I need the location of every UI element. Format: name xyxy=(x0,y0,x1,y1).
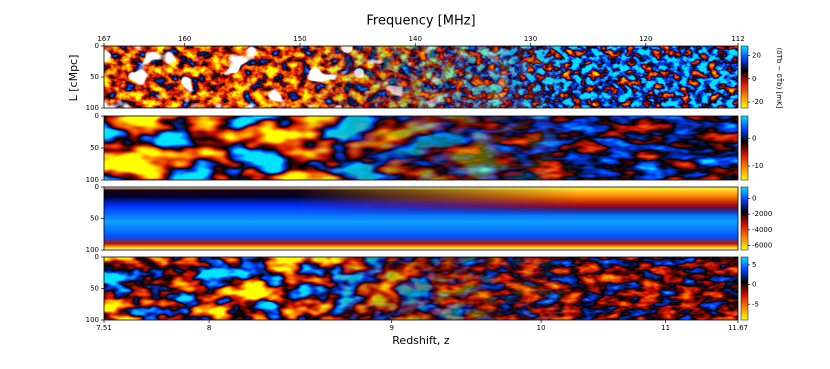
colorbar-tick-label: 0 xyxy=(752,75,756,83)
colorbar xyxy=(740,186,749,251)
y-tick-label: 0 xyxy=(95,42,99,50)
y-tick-label: 100 xyxy=(86,104,99,112)
colorbar xyxy=(740,256,749,321)
heatmap-texture xyxy=(104,116,738,180)
colorbar-tick-label: 20 xyxy=(752,51,761,59)
y-tick-label: 50 xyxy=(90,73,99,81)
x-tick-label: 10 xyxy=(537,324,546,332)
x-axis-label: Redshift, z xyxy=(392,334,450,347)
colorbar xyxy=(740,115,749,181)
x-tick-label: 160 xyxy=(178,35,191,43)
x-tick-label: 120 xyxy=(639,35,652,43)
x-tick-label: 150 xyxy=(293,35,306,43)
y-tick-label: 0 xyxy=(95,253,99,261)
y-tick-label: 100 xyxy=(86,246,99,254)
x-tick-label: 130 xyxy=(524,35,537,43)
heatmap-texture xyxy=(104,257,738,320)
panel xyxy=(104,46,738,108)
x-tick-label: 140 xyxy=(409,35,422,43)
y-tick-label: 0 xyxy=(95,112,99,120)
panel xyxy=(104,116,738,180)
colorbar-tick-label: -5 xyxy=(752,300,759,308)
panel xyxy=(104,187,738,250)
y-tick-label: 50 xyxy=(90,215,99,223)
colorbar xyxy=(740,45,749,109)
panel xyxy=(104,257,738,320)
colorbar-tick-label: 0 xyxy=(752,281,756,289)
colorbar-tick-label: -10 xyxy=(752,162,763,170)
y-tick-label: 100 xyxy=(86,316,99,324)
colorbar-tick-label: -6000 xyxy=(752,241,772,249)
colorbar-tick-label: -4000 xyxy=(752,226,772,234)
colorbar-tick-label: -20 xyxy=(752,98,763,106)
figure-title: Frequency [MHz] xyxy=(366,14,475,29)
y-tick-label: 0 xyxy=(95,183,99,191)
y-axis-label: L [cMpc] xyxy=(67,55,80,102)
x-tick-label: 8 xyxy=(207,324,211,332)
x-tick-label: 112 xyxy=(731,35,744,43)
colorbar-tick-label: 5 xyxy=(752,261,756,269)
y-tick-label: 50 xyxy=(90,144,99,152)
colorbar-label: (δTb − δT̄b) [mK] xyxy=(775,48,784,109)
colorbar-tick-label: -2000 xyxy=(752,210,772,218)
x-tick-label: 11 xyxy=(661,324,670,332)
colorbar-tick-label: 0 xyxy=(752,134,756,142)
x-tick-label: 167 xyxy=(97,35,110,43)
y-tick-label: 50 xyxy=(90,285,99,293)
heatmap-top xyxy=(104,187,738,250)
heatmap-holes xyxy=(104,46,738,108)
x-tick-label: 11.67 xyxy=(728,324,748,332)
x-tick-label: 9 xyxy=(389,324,393,332)
x-tick-label: 7.51 xyxy=(96,324,112,332)
y-tick-label: 100 xyxy=(86,176,99,184)
colorbar-tick-label: 0 xyxy=(752,195,756,203)
